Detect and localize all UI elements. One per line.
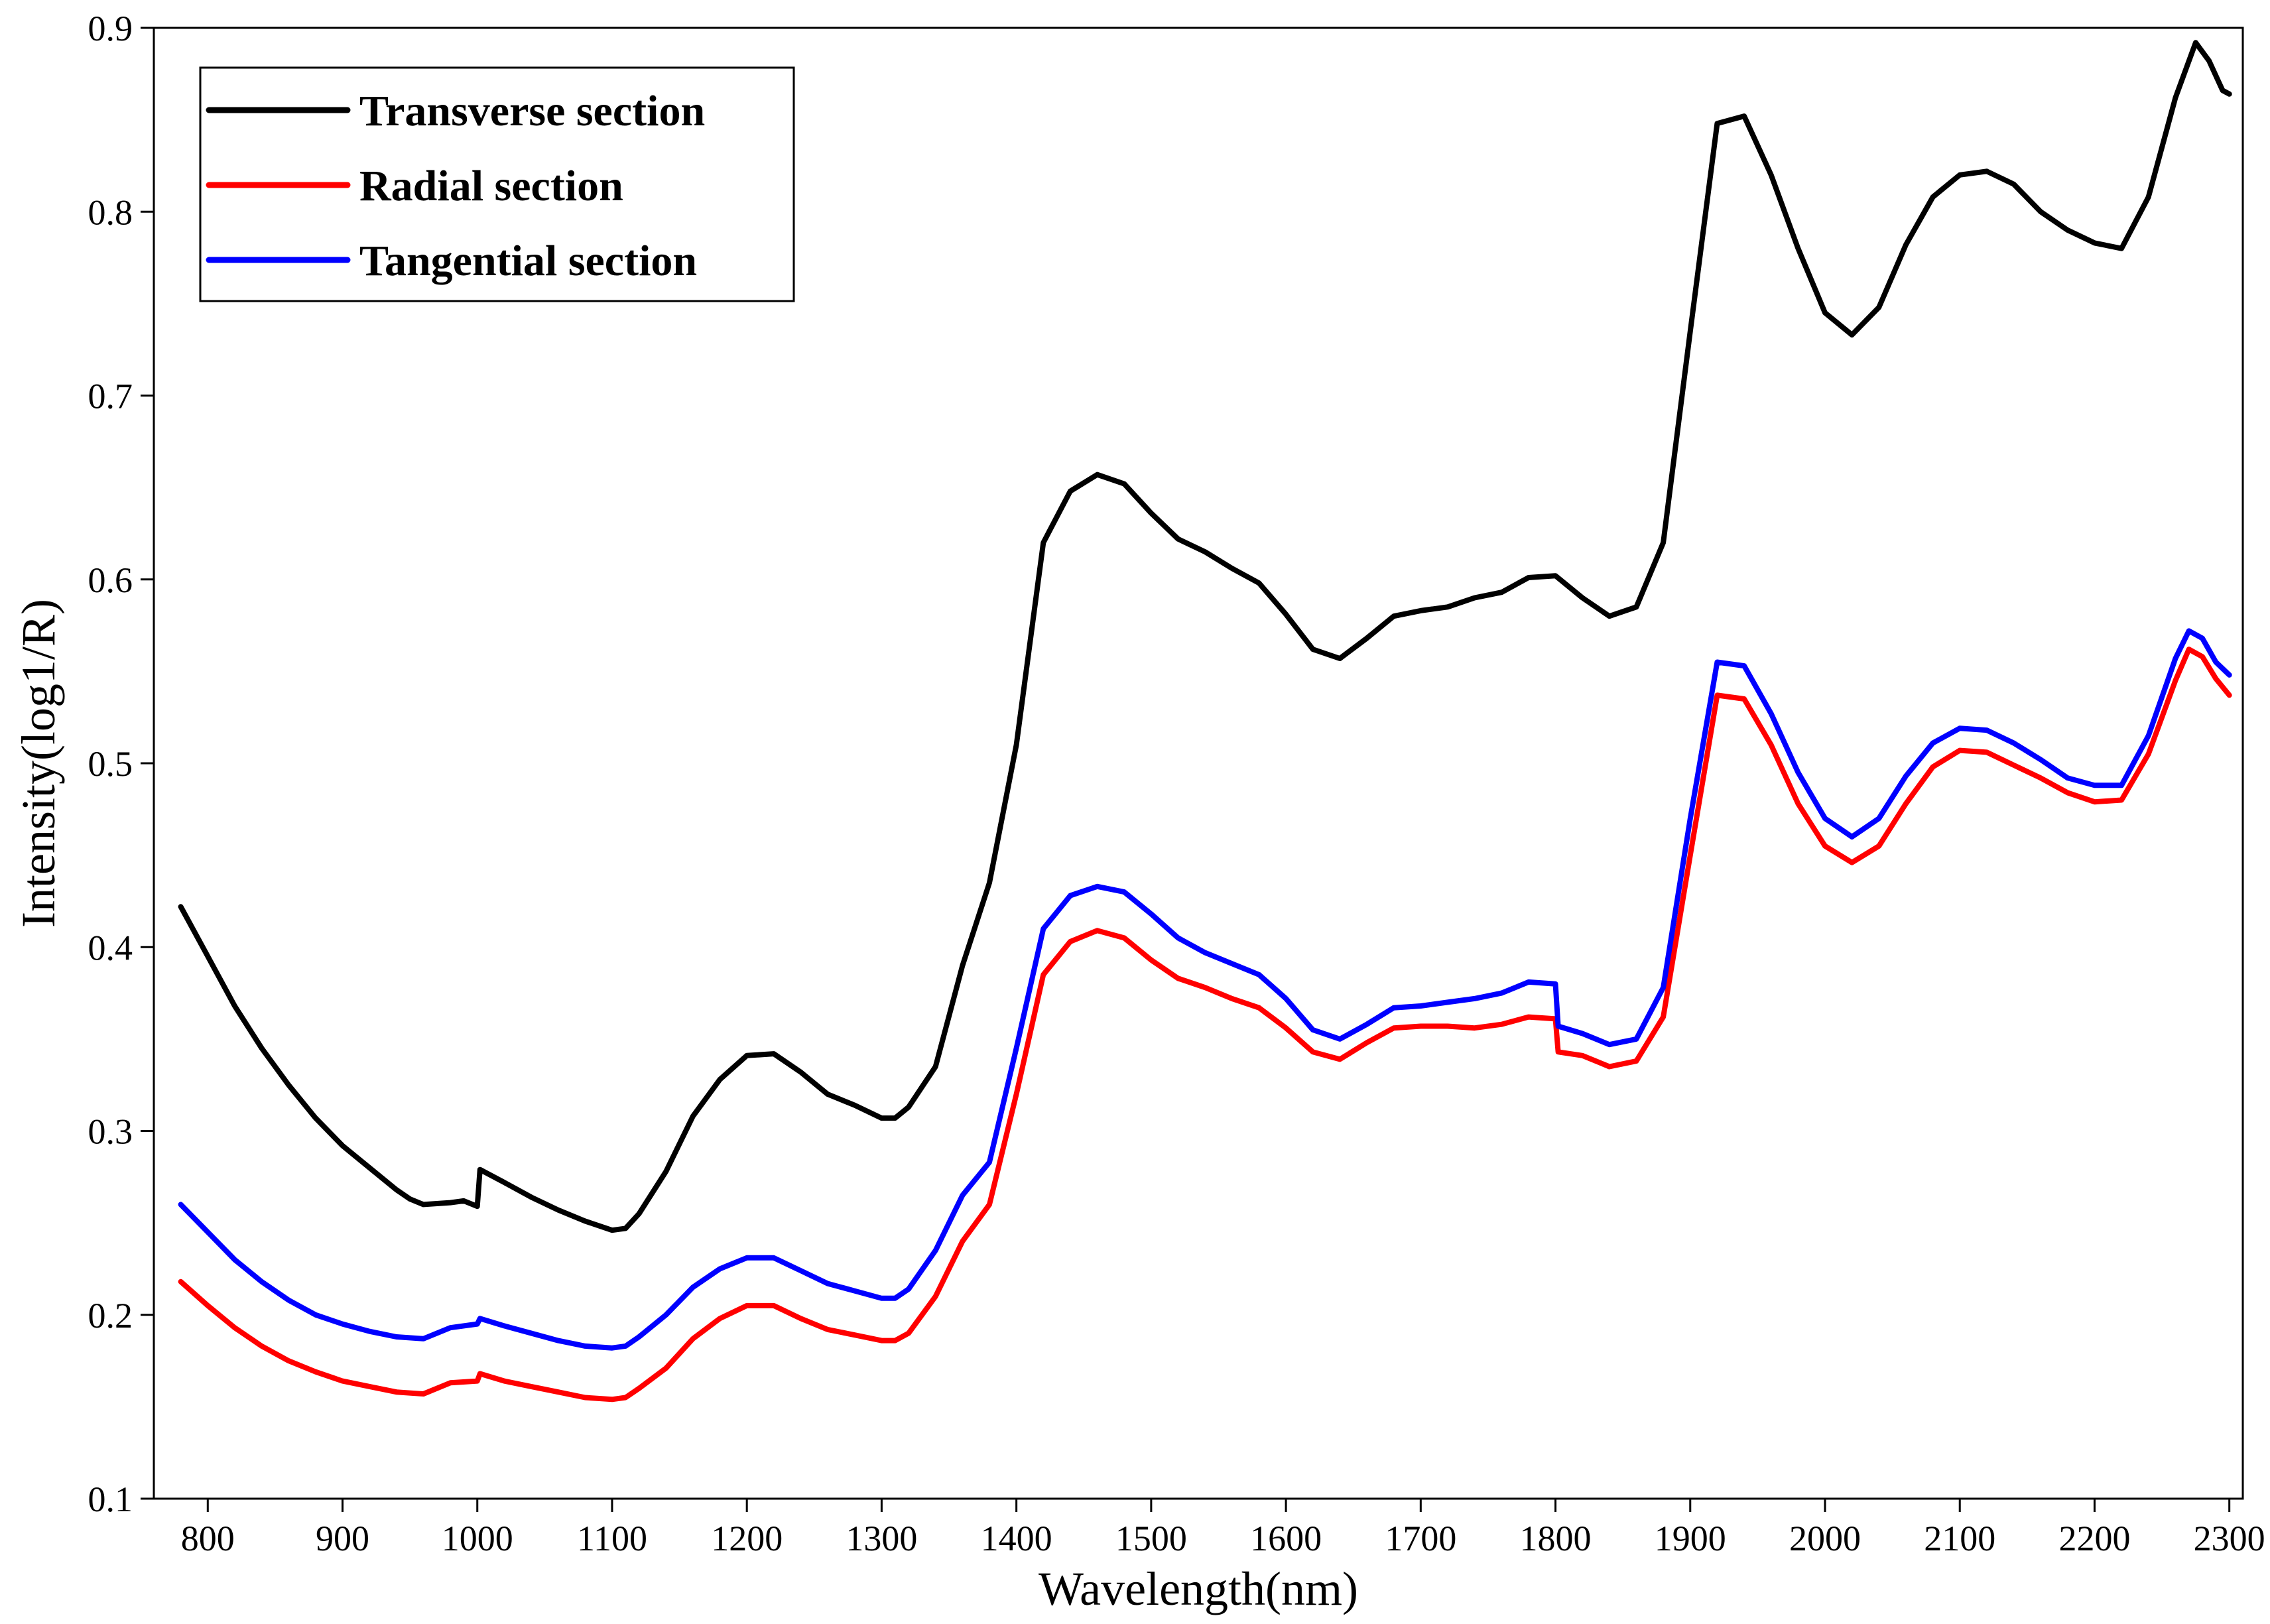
x-tick-label: 2300 bbox=[2194, 1519, 2265, 1558]
x-tick-label: 1100 bbox=[577, 1519, 647, 1558]
x-tick-label: 1700 bbox=[1385, 1519, 1456, 1558]
x-tick-label: 1300 bbox=[846, 1519, 917, 1558]
x-tick-label: 800 bbox=[181, 1519, 235, 1558]
legend-label: Transverse section bbox=[359, 87, 705, 135]
y-tick-label: 0.3 bbox=[88, 1112, 133, 1152]
x-tick-label: 1600 bbox=[1250, 1519, 1322, 1558]
y-tick-label: 0.6 bbox=[88, 560, 133, 600]
legend-label: Tangential section bbox=[359, 237, 697, 285]
x-tick-label: 1200 bbox=[711, 1519, 783, 1558]
y-tick-label: 0.5 bbox=[88, 744, 133, 784]
x-tick-label: 900 bbox=[316, 1519, 369, 1558]
x-tick-label: 2200 bbox=[2058, 1519, 2130, 1558]
series-line-tangential-section bbox=[178, 628, 2232, 1351]
x-tick-label: 1000 bbox=[442, 1519, 513, 1558]
x-tick-label: 1900 bbox=[1655, 1519, 1726, 1558]
x-tick-label: 2100 bbox=[1924, 1519, 1995, 1558]
legend: Transverse section Radial section Tangenti… bbox=[199, 66, 795, 302]
x-tick-label: 1400 bbox=[981, 1519, 1052, 1558]
series-layer bbox=[178, 40, 2232, 1403]
y-tick-label: 0.7 bbox=[88, 377, 133, 416]
y-axis-title: Intensity(log1/R) bbox=[12, 599, 65, 928]
x-tick-label: 1800 bbox=[1520, 1519, 1592, 1558]
x-tick-label: 1500 bbox=[1115, 1519, 1187, 1558]
legend-label: Radial section bbox=[359, 162, 623, 210]
y-tick-label: 0.9 bbox=[88, 9, 133, 48]
series-line-radial-section bbox=[178, 647, 2232, 1403]
y-tick-label: 0.2 bbox=[88, 1296, 133, 1336]
series-line-transverse-section bbox=[178, 40, 2232, 1233]
y-axis-ticks: 0.1 0.2 0.3 0.4 0.5 0.6 0.7 0.8 0.9 bbox=[88, 9, 154, 1519]
y-tick-label: 0.4 bbox=[88, 928, 133, 968]
x-axis-ticks: 800 900 1000 1100 1200 1300 1400 1500 1600 1700 18… bbox=[181, 1499, 2265, 1558]
y-tick-label: 0.8 bbox=[88, 192, 133, 232]
y-tick-label: 0.1 bbox=[88, 1479, 133, 1519]
x-axis-title: Wavelength(nm) bbox=[1039, 1562, 1358, 1615]
x-tick-label: 2000 bbox=[1789, 1519, 1861, 1558]
